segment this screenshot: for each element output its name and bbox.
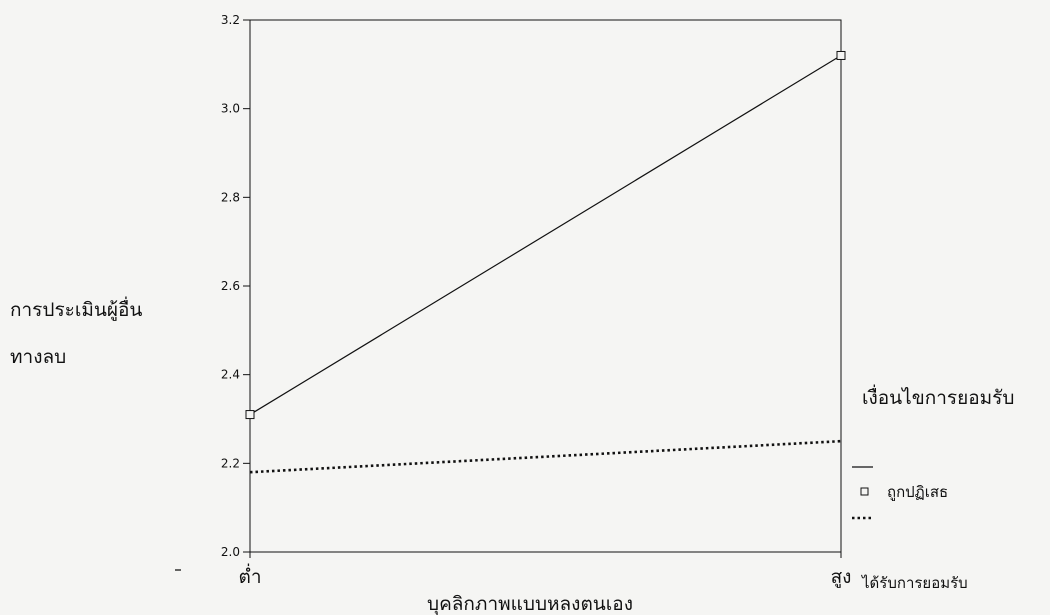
plot-frame [249, 19, 842, 553]
x-tick-label: ต่ำ [238, 563, 261, 588]
y-axis-ticks: 2.0 2.2 2.4 2.6 2.8 3.0 3.2 [221, 13, 250, 559]
legend-item-accepted: ได้รับการยอมรับ [861, 574, 968, 592]
x-axis-label: บุคลิกภาพแบบหลงตนเอง [427, 593, 633, 615]
data-point-marker [245, 410, 255, 420]
y-tick-label: 2.4 [221, 368, 240, 382]
data-point-marker [836, 50, 846, 60]
y-axis-label-line2: ทางลบ [10, 346, 66, 368]
x-axis-ticks: ต่ำ สูง [238, 552, 851, 588]
y-tick-label: 2.8 [221, 190, 240, 204]
y-tick-label: 3.0 [221, 102, 240, 116]
series-group [245, 50, 846, 474]
legend-square-marker [860, 487, 869, 496]
series-line-rejected [249, 54, 842, 416]
y-axis-label-line1: การประเมินผู้อื่น [10, 296, 142, 321]
y-tick-label: 3.2 [221, 13, 240, 27]
x-tick-label: สูง [831, 566, 852, 588]
y-tick-label: 2.2 [221, 456, 240, 470]
legend-title: เงื่อนไขการยอมรับ [862, 384, 1014, 409]
legend: เงื่อนไขการยอมรับ ถูกปฏิเสธ ได้รับการยอม… [852, 384, 1014, 592]
y-tick-label: 2.6 [221, 279, 240, 293]
series-line-accepted [249, 439, 842, 474]
y-tick-label: 2.0 [221, 545, 240, 559]
legend-item-rejected: ถูกปฏิเสธ [887, 483, 948, 501]
